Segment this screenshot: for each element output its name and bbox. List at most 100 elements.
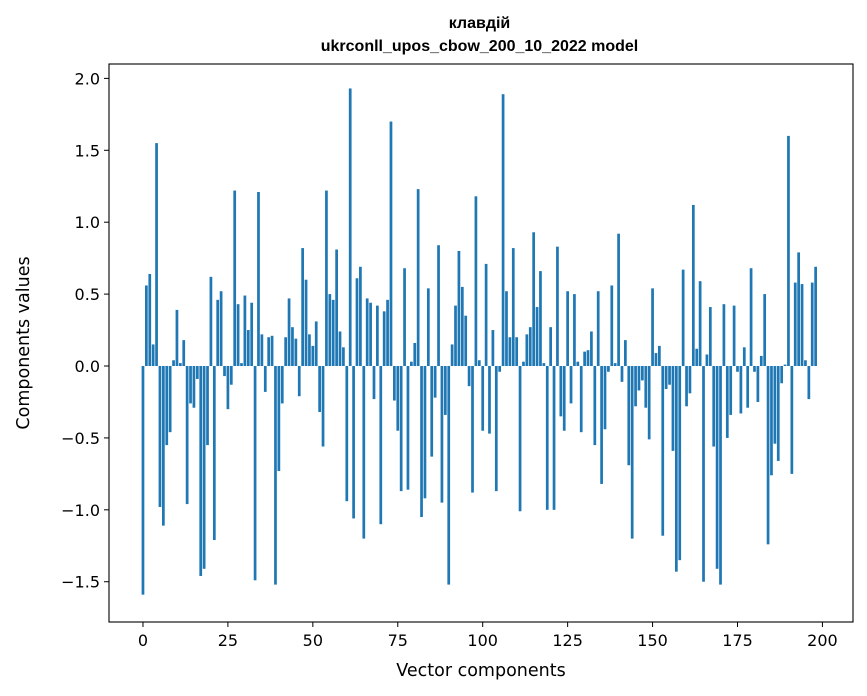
- bar-62: [352, 366, 355, 519]
- bar-133: [593, 366, 597, 446]
- bar-50: [311, 345, 315, 367]
- bar-156: [671, 366, 675, 451]
- bar-175: [736, 366, 739, 372]
- bar-143: [627, 366, 631, 466]
- bar-1: [145, 285, 148, 367]
- plot-frame: [108, 63, 854, 623]
- bar-76: [399, 366, 403, 492]
- bar-28: [236, 304, 240, 367]
- bar-36: [263, 366, 267, 392]
- bar-161: [688, 366, 692, 394]
- bar-135: [600, 366, 603, 484]
- bar-117: [539, 271, 542, 367]
- bar-3: [151, 344, 155, 367]
- bar-195: [804, 360, 807, 367]
- bar-10: [175, 309, 179, 367]
- bar-16: [195, 366, 199, 379]
- bar-173: [729, 366, 733, 415]
- bar-157: [674, 366, 678, 572]
- bar-118: [542, 363, 546, 367]
- y-tick-label: 1.5: [75, 141, 100, 160]
- bar-60: [345, 366, 349, 502]
- bar-128: [576, 361, 580, 367]
- bar-17: [199, 366, 203, 576]
- bar-54: [325, 190, 328, 367]
- bar-114: [528, 327, 532, 367]
- bar-95: [464, 315, 468, 367]
- bar-0: [141, 366, 145, 595]
- bar-106: [501, 94, 505, 367]
- bar-188: [780, 366, 784, 384]
- chart-title: клавдій: [449, 15, 511, 32]
- bar-191: [790, 366, 794, 474]
- bar-42: [284, 337, 288, 367]
- bar-97: [471, 366, 474, 493]
- bar-26: [229, 366, 233, 385]
- bar-160: [685, 366, 688, 407]
- bar-41: [280, 366, 284, 404]
- bar-112: [522, 361, 525, 367]
- bar-96: [467, 366, 471, 387]
- bar-184: [766, 366, 770, 545]
- bar-64: [359, 266, 362, 367]
- bar-57: [335, 249, 338, 367]
- bar-165: [702, 366, 705, 582]
- bar-130: [583, 351, 586, 367]
- bar-12: [182, 340, 186, 367]
- bar-53: [321, 366, 325, 447]
- bar-55: [328, 294, 332, 367]
- y-tick-label: 2.0: [75, 69, 100, 88]
- y-axis-label: Components values: [14, 256, 34, 429]
- bar-166: [705, 354, 709, 367]
- bar-167: [708, 307, 712, 367]
- bar-147: [641, 366, 644, 381]
- bar-137: [607, 366, 610, 372]
- bar-105: [498, 366, 502, 372]
- x-tick-label: 75: [388, 631, 408, 650]
- bar-102: [488, 366, 491, 434]
- bar-122: [556, 246, 559, 367]
- bar-65: [362, 366, 366, 539]
- bar-150: [651, 288, 654, 367]
- bar-34: [257, 191, 260, 367]
- bar-29: [240, 363, 243, 367]
- bar-68: [372, 366, 376, 400]
- bar-72: [386, 299, 389, 367]
- bar-183: [763, 294, 767, 367]
- bar-45: [294, 338, 298, 367]
- bar-131: [586, 350, 590, 367]
- bar-85: [430, 366, 434, 457]
- bar-151: [654, 353, 658, 367]
- x-tick-label: 100: [467, 631, 498, 650]
- bar-67: [369, 302, 372, 367]
- bar-70: [379, 366, 383, 525]
- bar-139: [613, 363, 617, 367]
- bar-197: [810, 282, 814, 367]
- bar-39: [274, 366, 277, 585]
- x-axis-ticks: 0 25 50 75 100 125 150 175 200: [138, 622, 838, 650]
- bar-103: [491, 330, 495, 367]
- bar-82: [420, 366, 423, 518]
- chart-subtitle: ukrconll_upos_cbow_200_10_2022 model: [321, 38, 638, 55]
- bar-154: [664, 366, 668, 390]
- bar-144: [630, 366, 634, 539]
- bar-149: [647, 366, 651, 440]
- bar-56: [331, 299, 335, 367]
- bar-94: [460, 286, 464, 367]
- bar-78: [406, 366, 410, 490]
- bar-44: [291, 327, 294, 367]
- bar-124: [562, 366, 566, 431]
- bar-100: [481, 366, 485, 431]
- bar-37: [267, 337, 271, 367]
- bar-194: [800, 284, 804, 367]
- bar-7: [165, 366, 169, 446]
- bar-63: [355, 278, 359, 367]
- bar-186: [773, 366, 777, 444]
- bar-113: [525, 334, 529, 367]
- bar-121: [552, 366, 556, 510]
- bar-111: [518, 366, 522, 512]
- x-axis-label: Vector components: [396, 661, 565, 681]
- bar-177: [742, 347, 746, 367]
- bar-13: [185, 366, 189, 505]
